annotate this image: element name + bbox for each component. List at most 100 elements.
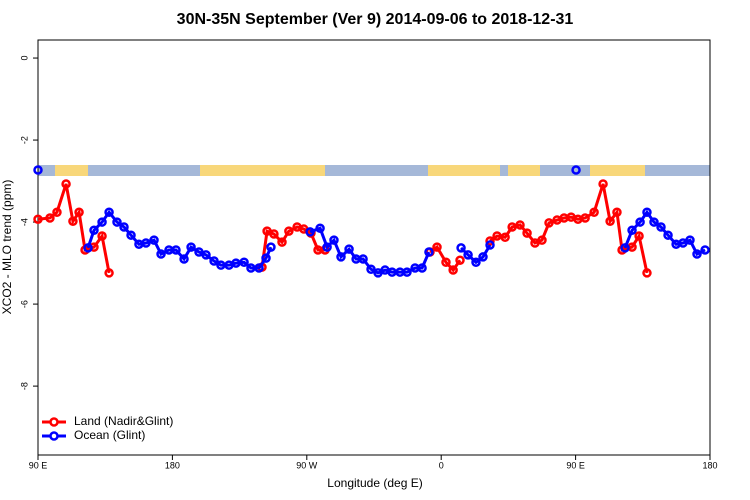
data-point [61,179,71,189]
land-ocean-strip [38,165,710,176]
land-band [200,165,325,176]
data-point [89,225,99,236]
land-band [428,165,500,176]
data-point [455,255,465,265]
data-point [239,257,249,268]
data-point [284,226,294,236]
data-point [537,235,547,245]
data-point [507,222,517,232]
data-point [432,242,442,252]
data-point [171,245,181,255]
data-point [344,244,354,254]
data-point [471,257,481,268]
data-point [45,213,55,223]
data-point [83,243,93,253]
data-point [141,238,151,248]
data-point [700,245,710,255]
data-point [612,207,622,217]
data-point [635,217,645,227]
data-point [500,232,510,242]
data-point [358,254,368,264]
data-point [112,217,122,227]
data-point [74,207,84,217]
data-point [322,242,332,252]
land-band [508,165,540,176]
land-band [55,165,88,176]
data-point [634,231,644,241]
data-point [315,223,325,233]
land-band [590,165,645,176]
legend-marker [49,417,59,427]
data-point [522,228,532,238]
data-point [156,249,166,259]
y-tick-label: -2 [19,136,29,144]
data-point [104,268,114,278]
data-point [478,252,488,262]
data-point [515,220,525,230]
data-point [463,250,473,260]
data-point [485,236,495,246]
data-point [266,242,276,252]
data-point [68,216,78,227]
data-point [663,230,673,240]
y-axis-label: XCO2 - MLO trend (ppm) [0,180,14,315]
data-point [329,235,339,245]
data-point [402,267,412,277]
chart-title: 30N-35N September (Ver 9) 2014-09-06 to … [177,11,574,28]
x-tick-label: 180 [165,460,180,470]
data-point [33,165,43,175]
data-point [254,263,264,273]
data-point [656,222,666,232]
data-point [126,230,136,240]
data-point [209,256,219,266]
data-point [97,231,107,241]
data-point [186,242,196,252]
legend-label: Land (Nadir&Glint) [74,414,173,428]
data-point [485,240,495,250]
data-point [52,207,62,217]
data-point [97,217,107,227]
x-tick-label: 180 [702,460,717,470]
legend-label: Ocean (Glint) [74,428,145,442]
data-point [366,264,376,274]
x-tick-label: 90 W [296,460,318,470]
series-line [37,183,111,274]
y-tick-label: -6 [19,300,29,308]
data-point [119,222,129,232]
data-point [580,213,590,223]
x-tick-label: 90 E [29,460,48,470]
data-point [336,252,346,262]
data-point [179,254,189,264]
data-point [277,237,287,247]
data-point [649,217,659,227]
data-point [544,218,554,228]
data-point [424,247,434,257]
data-point [685,235,695,245]
data-point [33,214,43,224]
data-point [571,165,581,175]
data-point [627,225,637,236]
data-point [269,229,279,239]
data-point [417,263,427,273]
series-line [489,183,649,274]
data-point [261,253,271,263]
data-point [598,179,608,189]
legend-marker [49,431,59,441]
data-point [456,243,466,253]
x-tick-label: 90 E [566,460,585,470]
data-point [104,207,114,217]
data-point [605,216,615,227]
series-line [86,209,273,270]
x-axis-label: Longitude (deg E) [327,476,422,490]
data-point [692,249,702,259]
y-tick-label: 0 [19,56,29,61]
data-point [201,250,211,260]
x-tick-label: 0 [439,460,444,470]
data-point [441,257,451,268]
data-point [448,265,458,275]
y-tick-label: -4 [19,218,29,226]
data-point [642,268,652,278]
ocean-band [38,165,710,176]
plot-box [37,39,711,456]
